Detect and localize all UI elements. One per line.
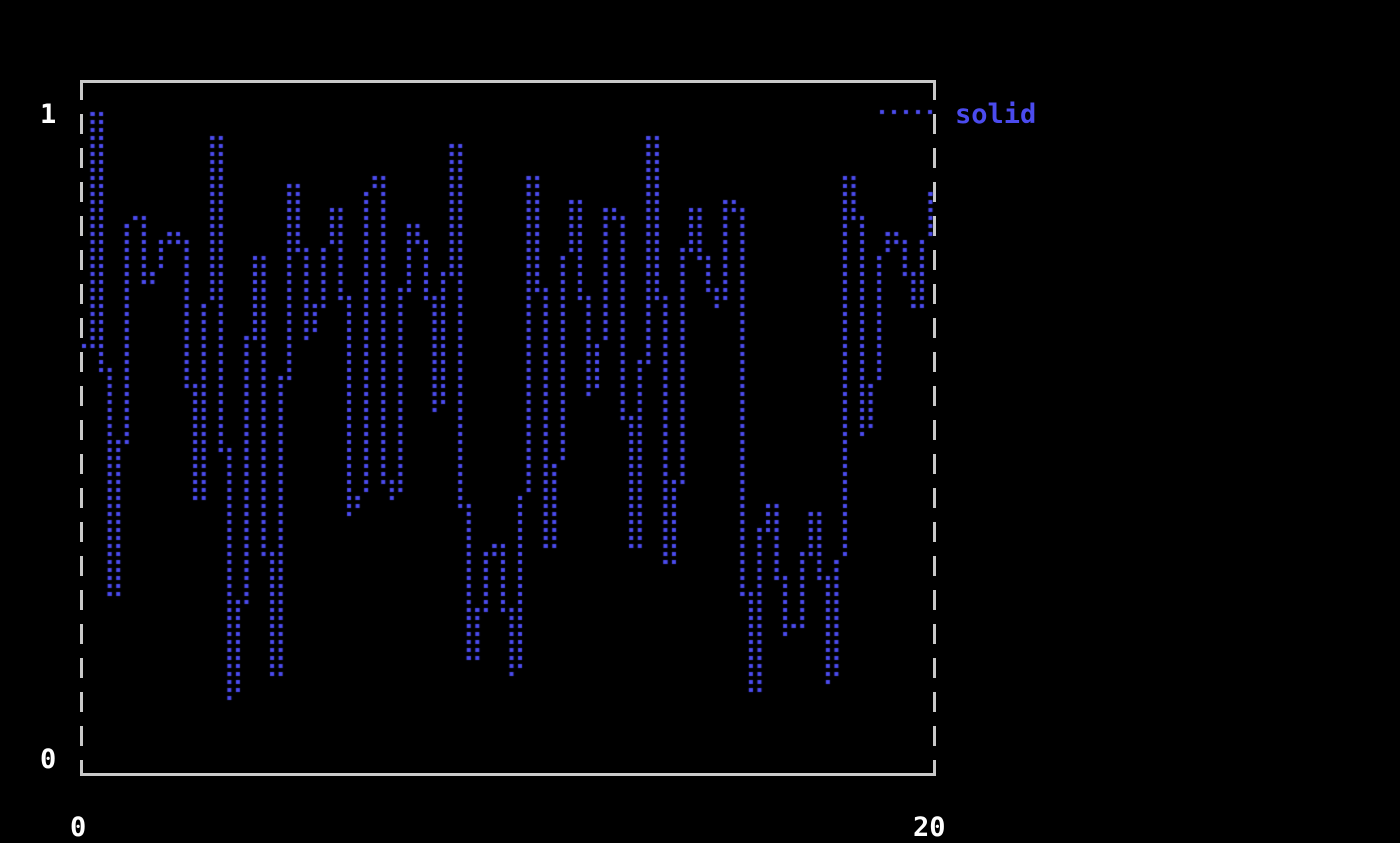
legend-entry-solid: solid bbox=[955, 99, 1037, 130]
y-axis-tick-label-min: 0 bbox=[40, 744, 57, 775]
y-axis-tick-label-max: 1 bbox=[40, 99, 57, 130]
series-plot-area bbox=[80, 80, 936, 776]
x-axis-tick-label-min: 0 bbox=[70, 812, 87, 843]
x-axis-tick-label-max: 20 bbox=[913, 812, 946, 843]
